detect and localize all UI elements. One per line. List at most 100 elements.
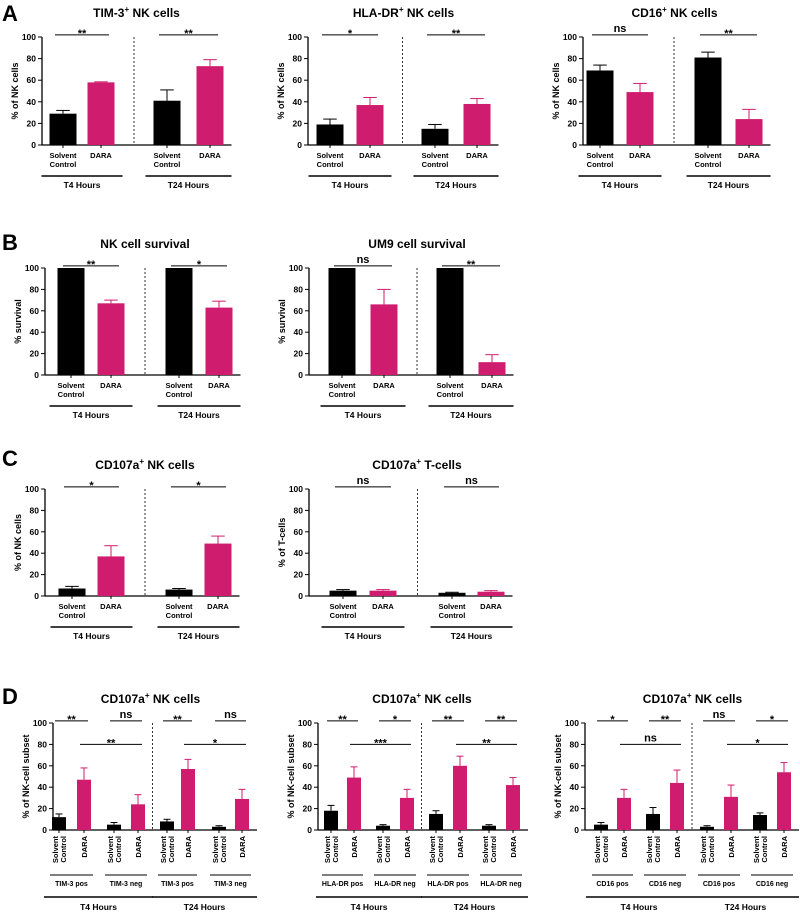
chart-cd107a-nk-tim3: CD107a+ NK cells 0 20 40 60 80 100% of NK-cell… [21,691,257,912]
subgroup-label: TIM-3 neg [110,881,143,888]
bar-dara [400,797,414,830]
category-label: DARA [456,835,465,857]
chart-title-main: CD107a [372,692,416,706]
significance-label: * [393,714,398,726]
bar-dara [97,303,125,375]
significance-label: ** [184,28,193,40]
significance-label: ns [614,23,627,35]
y-tick-label: 20 [294,349,304,359]
category-label: DARA [780,835,789,857]
significance-label: ** [78,28,87,40]
y-tick-label: 20 [568,118,578,128]
significance-label: ** [444,714,453,726]
bar-solvent-control [57,268,85,375]
y-tick-label: 20 [570,804,580,814]
category-label: Solvent [694,151,722,160]
bar-dara [131,804,145,830]
bar-solvent-control [586,70,614,145]
y-tick-label: 0 [574,825,579,835]
bar-solvent-control [429,813,443,830]
bar-solvent-control [753,815,767,830]
chart-title-rest: NK cells [403,6,454,20]
chart-title-superscript: + [124,5,129,14]
group-label: T24 Hours [451,631,493,641]
category-label: Control [760,836,769,863]
category-label: Control [329,390,356,399]
y-tick-label: 40 [294,548,304,558]
category-label: Solvent [699,836,708,864]
bar-solvent-control [700,826,714,830]
chart-title-superscript: + [399,5,404,14]
subgroup-label: CD16 neg [756,881,788,888]
category-label: DARA [481,381,503,390]
category-label: DARA [372,602,394,611]
category-label: DARA [238,835,247,857]
y-axis-label: % of NK cells [10,62,20,119]
y-axis-label: % of NK-cell subset [21,734,31,818]
bar-solvent-control [436,268,464,375]
group-label: T4 Hours [345,631,382,641]
significance-label: ns [644,732,657,744]
y-tick-label: 100 [25,263,39,273]
y-tick-label: 0 [298,591,303,601]
bar-dara [506,785,520,830]
bar-dara [347,777,361,830]
category-label: Control [437,390,464,399]
panel-label-a: A [2,1,18,26]
subgroup-label: CD16 pos [703,881,735,888]
significance-label: * [770,714,775,726]
chart-cd16-nk: CD16+ NK cells 0 20 40 60 80 100 % of NK cells S… [551,5,771,190]
y-tick-label: 100 [289,263,303,273]
group-label: T24 Hours [725,902,767,912]
chart-um9-survival: UM9 cell survival 0 20 40 60 80 100 % survival S… [277,237,514,420]
y-axis-label: % of NK-cell subset [286,734,296,818]
group-label: T4 Hours [80,902,117,912]
bar-solvent-control [153,100,181,145]
y-tick-label: 40 [293,97,303,107]
y-tick-label: 40 [294,327,304,337]
y-tick-label: 80 [303,739,313,749]
chart-title: TIM-3+ NK cells [93,5,180,20]
group-label: T4 Hours [351,902,388,912]
bar-solvent-control [694,57,722,145]
bar-dara [97,556,125,596]
subgroup-label: HLA-DR neg [480,881,521,888]
y-tick-label: 100 [25,484,39,494]
chart-title-rest: NK cells [692,692,743,706]
category-label: DARA [90,151,112,160]
category-label: DARA [629,151,651,160]
y-tick-label: 40 [303,782,313,792]
category-label: DARA [509,835,518,857]
category-label: Control [219,836,228,863]
chart-hladr-nk: HLA-DR+ NK cells 0 20 40 60 80 100 % of NK cell… [276,5,499,190]
bar-solvent-control [52,817,66,830]
chart-title-main: CD16 [631,6,662,20]
category-label: Control [166,611,193,620]
significance-label: * [197,259,202,271]
y-tick-label: 20 [30,570,40,580]
bar-solvent-control [438,592,466,596]
category-label: Solvent [57,381,85,390]
bar-solvent-control [329,590,357,596]
category-label: DARA [207,602,229,611]
chart-title: NK cell survival [100,237,189,251]
category-label: Solvent [51,836,60,864]
category-label: DARA [100,381,122,390]
significance-label: ** [452,28,461,40]
y-tick-label: 0 [42,825,47,835]
chart-title-superscript: + [662,5,667,14]
bar-dara [370,304,398,375]
category-label: Solvent [481,836,490,864]
category-label: Control [59,836,68,863]
y-tick-label: 80 [293,54,303,64]
category-label: Control [166,390,193,399]
category-label: Solvent [329,602,357,611]
y-tick-label: 40 [38,782,48,792]
significance-label: *** [374,737,388,749]
category-label: Solvent [106,836,115,864]
category-label: Solvent [159,836,168,864]
category-label: DARA [80,835,89,857]
bar-dara [77,779,91,830]
category-label: Solvent [645,836,654,864]
y-tick-label: 0 [297,140,302,150]
